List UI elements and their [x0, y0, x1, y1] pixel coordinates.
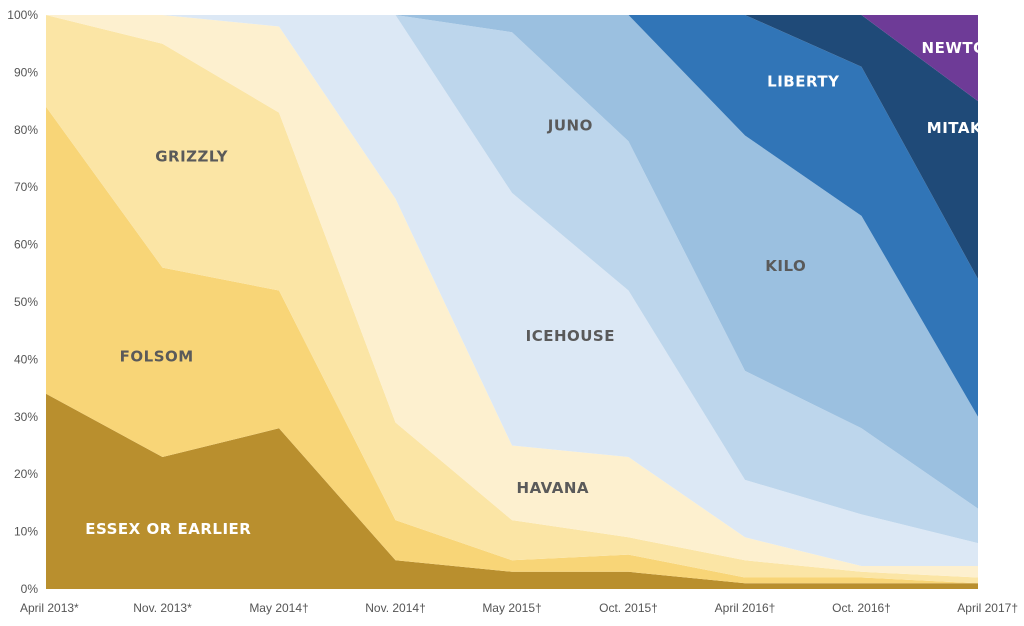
x-axis-ticks: April 2013* Nov. 2013* May 2014† Nov. 2014†…: [20, 601, 1018, 615]
series-label-juno: JUNO: [547, 117, 593, 135]
x-tick-label: April 2013*: [20, 601, 79, 615]
x-tick-label: Nov. 2014†: [365, 601, 426, 615]
y-tick-label: 30%: [14, 410, 38, 424]
x-tick-label: April 2017†: [957, 601, 1018, 615]
y-tick-label: 100%: [7, 8, 38, 22]
y-tick-label: 0%: [21, 582, 39, 596]
y-tick-label: 60%: [14, 238, 38, 252]
area-icehouse: [46, 15, 978, 566]
x-tick-label: May 2014†: [249, 601, 308, 615]
series-labels: ESSEX OR EARLIER FOLSOM GRIZZLY HAVANA ICEHO…: [85, 39, 999, 538]
series-label-grizzly: GRIZZLY: [155, 148, 228, 166]
y-tick-label: 10%: [14, 525, 38, 539]
area-layers: [46, 15, 978, 589]
area-grizzly: [46, 15, 978, 584]
x-tick-label: Oct. 2015†: [599, 601, 658, 615]
area-newton: [46, 15, 978, 102]
area-kilo: [46, 15, 978, 509]
y-tick-label: 50%: [14, 295, 38, 309]
area-liberty: [46, 15, 978, 417]
y-tick-label: 90%: [14, 65, 38, 79]
x-tick-label: Oct. 2016†: [832, 601, 891, 615]
series-label-liberty: LIBERTY: [767, 72, 840, 90]
series-label-icehouse: ICEHOUSE: [526, 327, 615, 345]
y-tick-label: 40%: [14, 352, 38, 366]
y-axis-ticks: 0% 10% 20% 30% 40% 50% 60% 70% 80% 90% 100%: [7, 8, 38, 596]
y-tick-label: 70%: [14, 180, 38, 194]
y-tick-label: 80%: [14, 123, 38, 137]
series-label-folsom: FOLSOM: [120, 348, 194, 366]
x-tick-label: Nov. 2013*: [133, 601, 192, 615]
area-havana: [46, 15, 978, 578]
series-label-essex-or-earlier: ESSEX OR EARLIER: [85, 520, 251, 538]
y-tick-label: 20%: [14, 467, 38, 481]
series-label-havana: HAVANA: [517, 479, 590, 497]
x-tick-label: May 2015†: [482, 601, 541, 615]
area-folsom: [46, 106, 978, 584]
area-juno: [46, 15, 978, 544]
series-label-mitaka: MITAKA: [927, 119, 994, 137]
series-label-kilo: KILO: [765, 257, 806, 275]
area-mitaka: [46, 15, 978, 279]
area-essex-or-earlier: [46, 393, 978, 589]
x-tick-label: April 2016†: [715, 601, 776, 615]
series-label-newton: NEWTON: [922, 39, 1000, 57]
